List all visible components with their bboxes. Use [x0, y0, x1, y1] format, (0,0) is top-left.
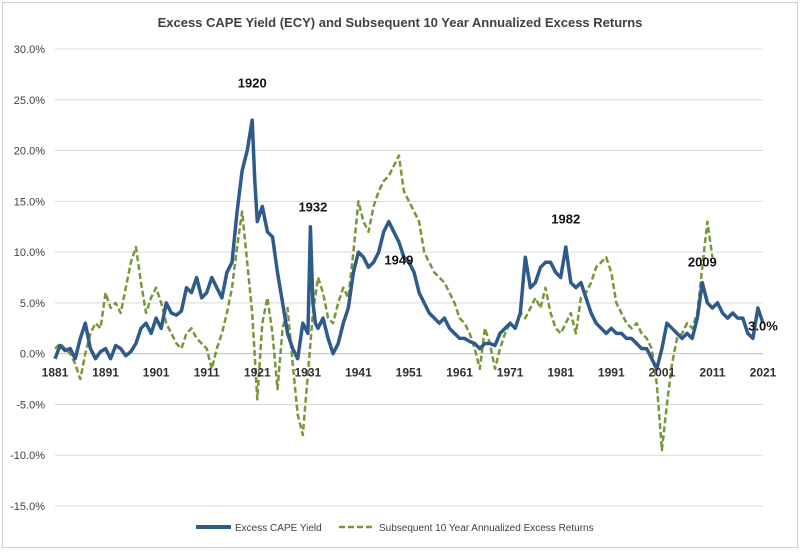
x-tick-label: 1901	[143, 366, 170, 380]
x-tick-label: 1881	[42, 366, 69, 380]
legend-label-subsequent-returns: Subsequent 10 Year Annualized Excess Ret…	[379, 523, 594, 534]
annotation-label: 3.0%	[748, 318, 778, 333]
x-tick-label: 1951	[396, 366, 423, 380]
annotation-label: 2009	[688, 254, 717, 269]
x-tick-label: 1891	[92, 366, 119, 380]
x-tick-label: 2001	[649, 366, 676, 380]
annotation-label: 1982	[551, 212, 580, 227]
y-tick-label: 0.0%	[20, 349, 45, 361]
y-tick-label: -5.0%	[16, 399, 45, 411]
ecy-line-chart: Excess CAPE Yield (ECY) and Subsequent 1…	[10, 15, 778, 534]
chart-title: Excess CAPE Yield (ECY) and Subsequent 1…	[158, 15, 643, 30]
y-tick-label: 30.0%	[14, 44, 45, 56]
series-lines	[53, 118, 765, 452]
series-line-subsequent-returns	[54, 154, 714, 452]
y-tick-label: 10.0%	[14, 247, 45, 259]
x-axis-tick-labels: 1881 1891 1901 1911 1921 1931 1941 1951 1961 1971…	[42, 366, 777, 380]
y-tick-label: -15.0%	[10, 501, 45, 513]
x-tick-label: 1981	[547, 366, 574, 380]
x-tick-label: 2021	[750, 366, 777, 380]
y-tick-label: 15.0%	[14, 196, 45, 208]
y-tick-label: 20.0%	[14, 146, 45, 158]
annotation-label: 1949	[384, 252, 413, 267]
annotation-label: 1920	[238, 76, 267, 91]
series-line-excess-cape-yield	[53, 118, 765, 371]
x-tick-label: 1991	[598, 366, 625, 380]
x-tick-label: 1941	[345, 366, 372, 380]
annotation-label: 1932	[298, 199, 327, 214]
y-tick-label: -10.0%	[10, 450, 45, 462]
y-axis-tick-labels: 30.0% 25.0% 20.0% 15.0% 10.0% 5.0% 0.0% -5.0% -1…	[10, 44, 45, 513]
grid-lines	[55, 48, 763, 507]
x-tick-label: 1971	[497, 366, 524, 380]
x-tick-label: 1931	[295, 366, 322, 380]
legend-label-excess-cape-yield: Excess CAPE Yield	[235, 523, 322, 534]
x-tick-label: 2011	[699, 366, 725, 380]
legend: Excess CAPE Yield Subsequent 10 Year Ann…	[196, 523, 594, 534]
x-tick-label: 1961	[446, 366, 473, 380]
y-tick-label: 5.0%	[20, 298, 45, 310]
x-tick-label: 1911	[194, 366, 220, 380]
y-tick-label: 25.0%	[14, 95, 45, 107]
annotations: 1920 1932 1949 1982 2009 3.0%	[238, 76, 778, 334]
x-tick-label: 1921	[244, 366, 271, 380]
